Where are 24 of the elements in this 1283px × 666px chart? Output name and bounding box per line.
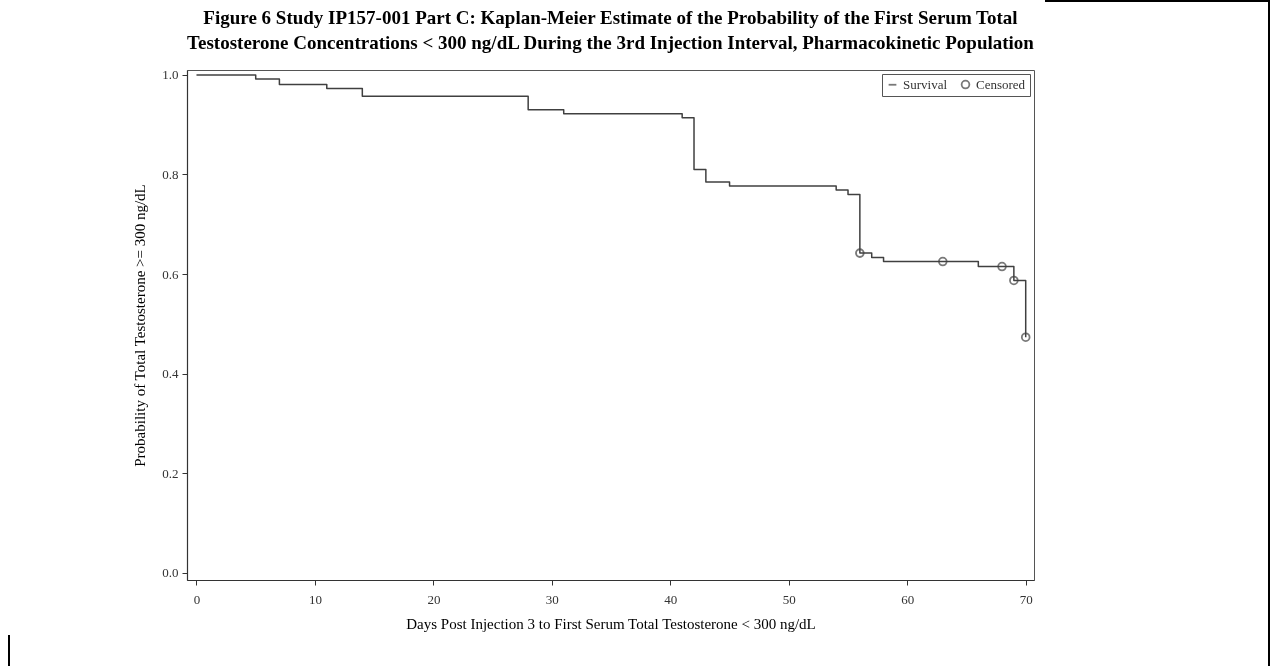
y-tick-label: 0.8 (162, 166, 179, 182)
y-axis-title: Probability of Total Testosterone >= 300 ng/dL (132, 184, 149, 467)
y-tick-label: 0.2 (162, 465, 179, 481)
x-tick-label: 10 (308, 591, 322, 607)
x-tick-label: 0 (193, 591, 201, 607)
point (855, 248, 865, 258)
x-tick-label: 40 (664, 591, 678, 607)
y-tick-label: 0.0 (162, 565, 179, 581)
y-tick-label: 1.0 (162, 67, 179, 83)
legend-label: Censored (976, 76, 1026, 92)
point (1020, 332, 1031, 342)
x-tick-label: 20 (427, 591, 441, 607)
chart-title: Figure 6 Study IP157-001 Part C: Kaplan-Meier Estimate of the Probability of the First Serum Total Testosterone Concentrations < 300 ng/dL During the 3rd Injection Interval, Pharmacokinetic Population (187, 6, 1035, 53)
x-tick-label: 30 (545, 591, 559, 607)
x-tick-label: 60 (901, 591, 915, 607)
x-tick-label: 50 (782, 591, 796, 607)
point (938, 256, 948, 267)
y-tick-label: 0.4 (162, 366, 179, 382)
x-axis-title: Days Post Injection 3 to First Serum Total Testosterone < 300 ng/dL (406, 615, 816, 632)
y-tick-label: 0.6 (162, 266, 179, 282)
point (1009, 275, 1019, 286)
point (997, 261, 1007, 272)
legend-label: Survival (903, 76, 948, 92)
x-tick-label: 70 (1019, 591, 1033, 607)
